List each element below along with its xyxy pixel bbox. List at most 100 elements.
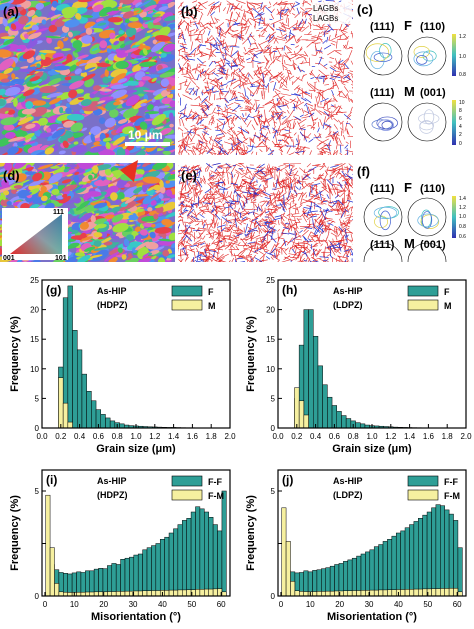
grain-boundary-map-b [178, 0, 353, 155]
xtick-h-4: 0.8 [348, 432, 360, 441]
bar-i-F-M-35 [199, 589, 205, 597]
bar-h-F-11 [345, 418, 352, 429]
annotation-g-0: As-HIP [97, 286, 127, 296]
legend-label-h-F: F [444, 287, 450, 297]
bar-i-F-M-21 [137, 590, 143, 597]
bar-i-F-M-25 [155, 590, 161, 597]
ytick-j-0: 0 [271, 592, 276, 601]
bar-h-M-0 [294, 387, 300, 429]
bar-i-F-M-28 [168, 589, 174, 597]
xtick-h-1: 0.2 [291, 432, 303, 441]
xtick-h-8: 1.6 [423, 432, 435, 441]
legend-label-j-F-M: F-M [444, 491, 460, 501]
bar-h-F-9 [336, 411, 342, 429]
grain-boundary-map-e [178, 163, 353, 262]
bar-h-F-3 [308, 309, 314, 429]
bar-i-F-F-35 [204, 511, 209, 597]
bar-j-F-F-19 [369, 549, 375, 597]
ylabel-j: Frequency (%) [245, 495, 257, 571]
bar-j-F-M-0 [281, 507, 287, 597]
bar-j-F-F-38 [453, 520, 459, 597]
bar-j-F-F-29 [413, 521, 419, 597]
bar-j-F-F-34 [435, 504, 441, 597]
bar-h-F-2 [303, 309, 309, 429]
histogram-charts: 0.0 0.2 0.4 0.6 0.8 1.0 1.2 1.4 1.6 1.8 2.0 0 5 10 15 2… [9, 276, 472, 623]
bar-j-F-M-5 [303, 591, 309, 597]
bar-i-F-M-40 [221, 591, 227, 597]
bar-i-F-M-31 [182, 589, 187, 597]
bar-i-F-F-14 [111, 563, 117, 597]
legend-swatch-g-M [171, 299, 203, 311]
xtick-j-6: 60 [453, 600, 462, 609]
chart-i: 0 10 20 30 40 50 60 0 5 Misorientation (°) Frequen… [9, 469, 231, 623]
bar-j-F-M-2 [290, 581, 296, 597]
arrow-marker [120, 160, 138, 182]
legend-label-h-M: M [444, 301, 452, 311]
ytick-g-4: 20 [30, 306, 39, 315]
legend-swatch-j-F-M [407, 489, 439, 501]
legend-swatch-j-F-F [407, 475, 439, 487]
bar-i-F-F-16 [120, 559, 126, 597]
legend-swatch-h-F [407, 285, 439, 297]
bar-i-F-M-37 [208, 588, 214, 597]
ylabel-i: Frequency (%) [9, 495, 21, 571]
bar-j-F-M-20 [369, 589, 375, 597]
scale-bar-label: 10 μm [128, 128, 163, 142]
bar-i-F-F-20 [137, 553, 143, 597]
ytick-g-5: 25 [30, 276, 39, 285]
ytick-h-3: 15 [266, 335, 275, 344]
bar-i-F-M-34 [195, 589, 201, 597]
bar-i-F-M-36 [204, 588, 209, 597]
annotation-i-0: As-HIP [97, 476, 127, 486]
bar-i-F-F-29 [177, 524, 183, 597]
legend-swatch-h-M [407, 299, 439, 311]
bar-j-F-M-15 [347, 590, 353, 597]
bar-g-F-3 [72, 330, 78, 429]
xtick-i-2: 20 [99, 600, 108, 609]
bar-j-F-M-17 [356, 590, 362, 597]
bar-g-F-13 [119, 423, 125, 429]
annotation-h-1: (LDPZ) [333, 300, 363, 310]
bar-j-F-F-27 [404, 527, 410, 597]
chart-g: 0.0 0.2 0.4 0.6 0.8 1.0 1.2 1.4 1.6 1.8 2.0 0 5 10 15 2… [9, 276, 236, 455]
bar-i-F-M-24 [151, 590, 157, 597]
xtick-g-7: 1.4 [168, 432, 180, 441]
xlabel-j: Misorientation (°) [327, 611, 417, 623]
annotation-g-1: (HDPZ) [97, 300, 128, 310]
bar-h-F-4 [313, 335, 319, 429]
legend-label-i-F-F: F-F [208, 477, 222, 487]
ytick-h-1: 5 [271, 394, 276, 403]
ytick-h-4: 20 [266, 306, 275, 315]
ytick-g-0: 0 [35, 424, 40, 433]
xtick-j-5: 50 [423, 600, 432, 609]
bar-j-F-F-20 [373, 546, 379, 597]
bar-i-F-M-1 [49, 547, 55, 597]
bar-g-F-7 [91, 400, 97, 429]
bar-j-F-M-9 [321, 591, 326, 597]
bar-j-F-F-30 [418, 518, 423, 597]
bar-j-F-F-24 [391, 535, 397, 597]
ipf-triangle-inset: 111 001 101 [2, 208, 68, 262]
bar-j-F-M-38 [448, 587, 454, 597]
bar-j-F-M-36 [440, 588, 445, 597]
panel-label-f: (f) [357, 164, 370, 179]
bar-j-F-F-23 [387, 539, 393, 597]
legend-label-i-F-M: F-M [208, 491, 224, 501]
bar-i-F-F-26 [164, 536, 170, 597]
bar-i-F-F-36 [208, 517, 214, 597]
ytick-i-2: 5 [35, 487, 40, 496]
bar-j-F-F-18 [365, 551, 371, 597]
bar-j-F-F-25 [395, 532, 401, 597]
bar-h-F-6 [322, 384, 328, 429]
bar-i-F-M-22 [142, 590, 148, 597]
legend-label-g-F: F [208, 287, 214, 297]
bar-j-F-F-21 [378, 544, 384, 597]
bar-i-F-F-17 [124, 557, 130, 597]
xtick-g-0: 0.0 [36, 432, 48, 441]
xtick-i-5: 50 [187, 600, 196, 609]
bar-j-F-M-28 [404, 589, 410, 597]
legend-label-g-M: M [208, 301, 216, 311]
legend-lagbs-1: LAGBs [313, 4, 338, 13]
bar-j-F-F-33 [431, 507, 437, 597]
bar-i-F-F-30 [182, 520, 187, 597]
